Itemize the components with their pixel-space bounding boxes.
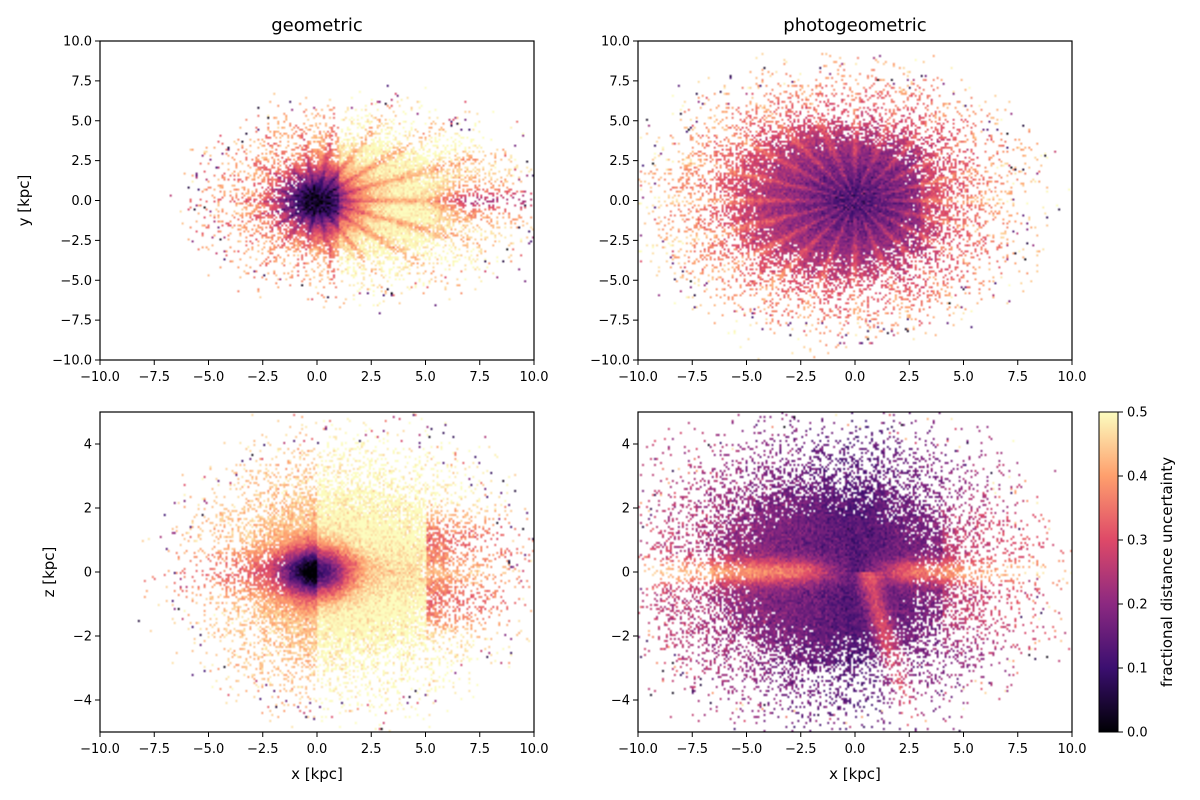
x-tick-label: 0.0	[845, 742, 866, 757]
x-tick-label: −2.5	[785, 370, 817, 385]
y-tick-label: −4	[73, 694, 92, 709]
y-tick-label: 4	[84, 438, 92, 453]
x-tick-label: 7.5	[469, 370, 490, 385]
x-tick-label: −10.0	[80, 742, 120, 757]
y-axis-ticks: −10.0 −7.5 −5.0 −2.5 0.0 2.5 5.0 7.5 10.0	[52, 35, 100, 369]
x-tick-label: 10.0	[1058, 370, 1087, 385]
x-tick-label: −7.5	[676, 370, 708, 385]
x-axis-ticks: −10.0 −7.5 −5.0 −2.5 0.0 2.5 5.0 7.5 10.0	[80, 360, 548, 385]
x-axis-label: x [kpc]	[291, 765, 343, 783]
y-tick-label: −4	[611, 694, 630, 709]
x-tick-label: 7.5	[469, 742, 490, 757]
colorbar-tick-label: 0.2	[1127, 598, 1148, 613]
x-tick-label: 0.0	[845, 370, 866, 385]
y-tick-label: −2.5	[598, 234, 630, 249]
x-tick-label: −5.0	[193, 742, 225, 757]
x-tick-label: −2.5	[247, 370, 279, 385]
x-tick-label: −5.0	[731, 370, 763, 385]
x-tick-label: −7.5	[138, 370, 170, 385]
x-tick-label: 2.5	[899, 370, 920, 385]
panel-photogeometric-xz: −10.0 −7.5 −5.0 −2.5 0.0 2.5 5.0 7.5 10.0 −4 −2 0 2…	[611, 411, 1086, 783]
panel-geometric-xy: geometric −10.0 −7.5 −5.0 −2.5 0.0 2.5 5.0 7.5 1…	[15, 15, 548, 385]
x-tick-label: −2.5	[785, 742, 817, 757]
x-axis-ticks: −10.0 −7.5 −5.0 −2.5 0.0 2.5 5.0 7.5 10.0	[618, 732, 1086, 757]
heatmap-image	[100, 41, 534, 360]
colorbar-label: fractional distance uncertainty	[1158, 457, 1176, 687]
y-tick-label: −2.5	[60, 234, 92, 249]
y-tick-label: 4	[622, 438, 630, 453]
y-tick-label: 0	[84, 566, 92, 581]
y-tick-label: −2	[73, 630, 92, 645]
y-axis-ticks: −10.0 −7.5 −5.0 −2.5 0.0 2.5 5.0 7.5 10.0	[590, 35, 638, 369]
x-tick-label: 0.0	[307, 742, 328, 757]
y-tick-label: 2.5	[609, 154, 630, 169]
x-tick-label: −10.0	[80, 370, 120, 385]
colorbar-tick-label: 0.3	[1127, 534, 1148, 549]
y-tick-label: 2	[84, 502, 92, 517]
panel-photogeometric-xy: photogeometric −10.0 −7.5 −5.0 −2.5 0.0 2.5 5.…	[590, 15, 1086, 385]
x-tick-label: 5.0	[953, 742, 974, 757]
y-tick-label: −7.5	[60, 314, 92, 329]
y-tick-label: 2	[622, 502, 630, 517]
panel-geometric-xz: −10.0 −7.5 −5.0 −2.5 0.0 2.5 5.0 7.5 10.0 −4 −2 0 2…	[40, 411, 548, 783]
heatmap-image	[100, 412, 534, 732]
x-tick-label: 2.5	[899, 742, 920, 757]
y-tick-label: 0	[622, 566, 630, 581]
y-tick-label: 10.0	[63, 35, 92, 50]
x-tick-label: 10.0	[1058, 742, 1087, 757]
panel-title: geometric	[271, 15, 362, 36]
heatmap-image	[638, 412, 1072, 732]
colorbar-tick-label: 0.5	[1127, 406, 1148, 421]
x-tick-label: −10.0	[618, 742, 658, 757]
x-tick-label: 7.5	[1007, 742, 1028, 757]
y-tick-label: 0.0	[71, 194, 92, 209]
x-tick-label: 2.5	[361, 742, 382, 757]
x-tick-label: −2.5	[247, 742, 279, 757]
x-tick-label: 5.0	[415, 742, 436, 757]
heatmap-image	[638, 41, 1072, 360]
y-tick-label: −5.0	[60, 274, 92, 289]
x-tick-label: −7.5	[138, 742, 170, 757]
x-tick-label: 2.5	[361, 370, 382, 385]
y-tick-label: −10.0	[590, 354, 630, 369]
x-tick-label: 7.5	[1007, 370, 1028, 385]
y-tick-label: −5.0	[598, 274, 630, 289]
x-tick-label: 10.0	[520, 742, 549, 757]
colorbar-gradient	[1098, 411, 1119, 733]
y-tick-label: 0.0	[609, 194, 630, 209]
x-tick-label: −7.5	[676, 742, 708, 757]
y-axis-ticks: −4 −2 0 2 4	[611, 438, 638, 709]
colorbar-tick-label: 0.0	[1127, 726, 1148, 741]
y-tick-label: −7.5	[598, 314, 630, 329]
x-tick-label: 5.0	[415, 370, 436, 385]
panel-title: photogeometric	[783, 15, 926, 36]
y-tick-label: 7.5	[71, 74, 92, 89]
colorbar-tick-label: 0.1	[1127, 662, 1148, 677]
x-axis-label: x [kpc]	[829, 765, 881, 783]
x-axis-ticks: −10.0 −7.5 −5.0 −2.5 0.0 2.5 5.0 7.5 10.0	[618, 360, 1086, 385]
x-tick-label: −5.0	[193, 370, 225, 385]
y-axis-ticks: −4 −2 0 2 4	[73, 438, 100, 709]
colorbar-tick-label: 0.4	[1127, 470, 1148, 485]
x-tick-label: 10.0	[520, 370, 549, 385]
x-axis-ticks: −10.0 −7.5 −5.0 −2.5 0.0 2.5 5.0 7.5 10.0	[80, 732, 548, 757]
y-tick-label: 7.5	[609, 74, 630, 89]
y-tick-label: −10.0	[52, 354, 92, 369]
y-axis-label: y [kpc]	[15, 175, 33, 227]
y-tick-label: 5.0	[71, 114, 92, 129]
y-axis-label: z [kpc]	[40, 547, 58, 598]
x-tick-label: 0.0	[307, 370, 328, 385]
x-tick-label: 5.0	[953, 370, 974, 385]
y-tick-label: −2	[611, 630, 630, 645]
colorbar: 0.0 0.1 0.2 0.3 0.4 0.5 fractional distance u…	[1098, 406, 1176, 741]
y-tick-label: 10.0	[601, 35, 630, 50]
y-tick-label: 2.5	[71, 154, 92, 169]
x-tick-label: −5.0	[731, 742, 763, 757]
colorbar-ticks: 0.0 0.1 0.2 0.3 0.4 0.5	[1118, 406, 1148, 741]
x-tick-label: −10.0	[618, 370, 658, 385]
y-tick-label: 5.0	[609, 114, 630, 129]
